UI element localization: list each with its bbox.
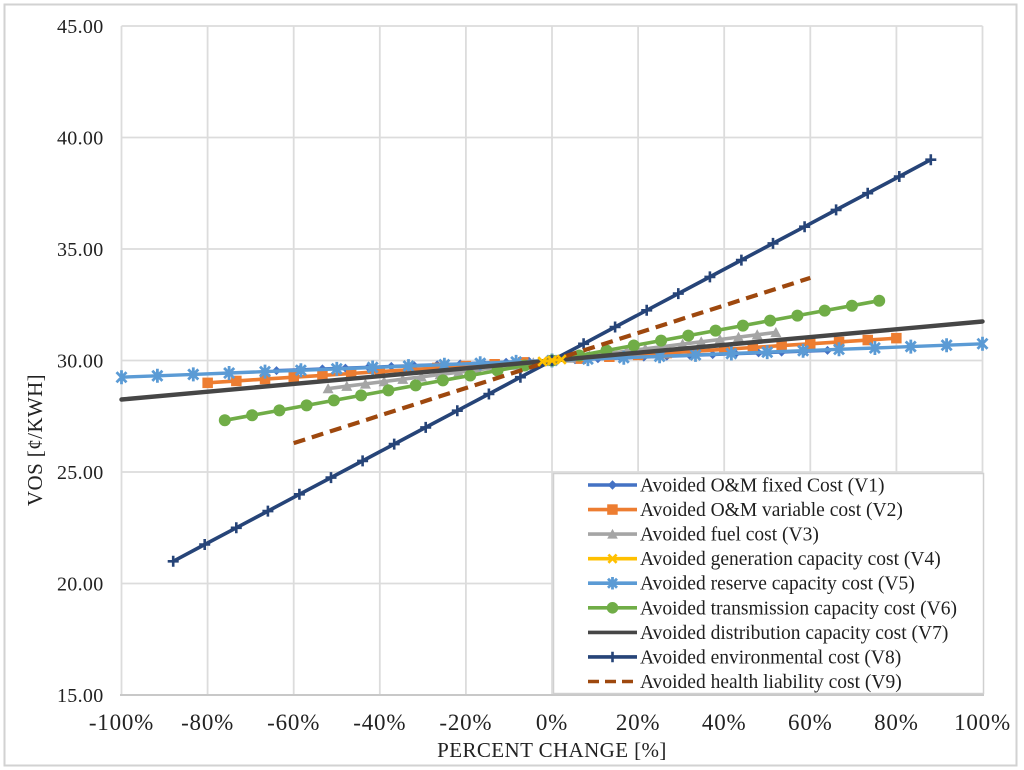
svg-text:80%: 80% xyxy=(874,710,919,735)
svg-text:Avoided generation capacity co: Avoided generation capacity cost (V4) xyxy=(640,549,941,570)
svg-text:PERCENT CHANGE [%]: PERCENT CHANGE [%] xyxy=(437,738,667,762)
svg-text:Avoided distribution capacity: Avoided distribution capacity cost (V7) xyxy=(640,623,948,644)
svg-text:60%: 60% xyxy=(788,710,833,735)
svg-text:30.00: 30.00 xyxy=(57,351,104,373)
svg-text:Avoided fuel cost (V3): Avoided fuel cost (V3) xyxy=(640,525,819,546)
svg-text:25.00: 25.00 xyxy=(57,462,104,484)
svg-text:-60%: -60% xyxy=(267,710,320,735)
svg-text:-100%: -100% xyxy=(89,710,154,735)
svg-text:Avoided reserve capacity cost: Avoided reserve capacity cost (V5) xyxy=(640,574,915,595)
svg-text:40.00: 40.00 xyxy=(57,128,104,150)
svg-text:Avoided transmission capacity: Avoided transmission capacity cost (V6) xyxy=(640,598,957,619)
svg-text:VOS [¢/KWH]: VOS [¢/KWH] xyxy=(23,374,47,506)
svg-text:35.00: 35.00 xyxy=(57,239,104,261)
svg-text:-20%: -20% xyxy=(439,710,492,735)
svg-text:-80%: -80% xyxy=(181,710,234,735)
svg-text:20%: 20% xyxy=(616,710,661,735)
svg-text:Avoided O&M variable cost (V2): Avoided O&M variable cost (V2) xyxy=(640,500,903,521)
svg-text:Avoided O&M fixed Cost (V1): Avoided O&M fixed Cost (V1) xyxy=(640,476,884,497)
svg-text:45.00: 45.00 xyxy=(57,16,104,38)
svg-text:-40%: -40% xyxy=(353,710,406,735)
svg-text:100%: 100% xyxy=(954,710,1011,735)
svg-text:15.00: 15.00 xyxy=(57,685,104,707)
svg-text:Avoided environmental cost (V8: Avoided environmental cost (V8) xyxy=(640,647,901,668)
svg-text:20.00: 20.00 xyxy=(57,574,104,596)
svg-text:Avoided health liability cost: Avoided health liability cost (V9) xyxy=(640,672,902,693)
svg-text:40%: 40% xyxy=(702,710,747,735)
svg-text:0%: 0% xyxy=(536,710,568,735)
